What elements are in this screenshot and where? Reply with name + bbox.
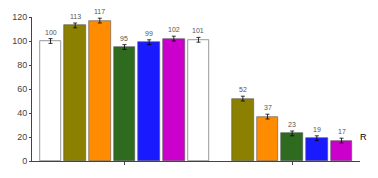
- svg-text:37: 37: [264, 104, 272, 111]
- svg-text:102: 102: [168, 26, 180, 33]
- svg-text:80: 80: [17, 60, 27, 70]
- svg-text:113: 113: [70, 13, 81, 20]
- svg-text:117: 117: [94, 8, 105, 15]
- svg-text:23: 23: [288, 121, 296, 128]
- svg-text:60: 60: [17, 84, 27, 94]
- svg-text:R: R: [360, 132, 367, 142]
- svg-text:0: 0: [22, 156, 27, 166]
- svg-text:120: 120: [12, 12, 27, 22]
- svg-text:17: 17: [338, 128, 346, 135]
- svg-text:101: 101: [192, 27, 204, 34]
- svg-text:100: 100: [12, 36, 27, 46]
- svg-text:20: 20: [17, 132, 27, 142]
- svg-text:19: 19: [313, 126, 321, 133]
- svg-text:99: 99: [145, 30, 153, 37]
- svg-text:52: 52: [239, 86, 247, 93]
- svg-text:40: 40: [17, 108, 27, 118]
- svg-text:100: 100: [45, 29, 57, 36]
- svg-text:95: 95: [120, 35, 128, 42]
